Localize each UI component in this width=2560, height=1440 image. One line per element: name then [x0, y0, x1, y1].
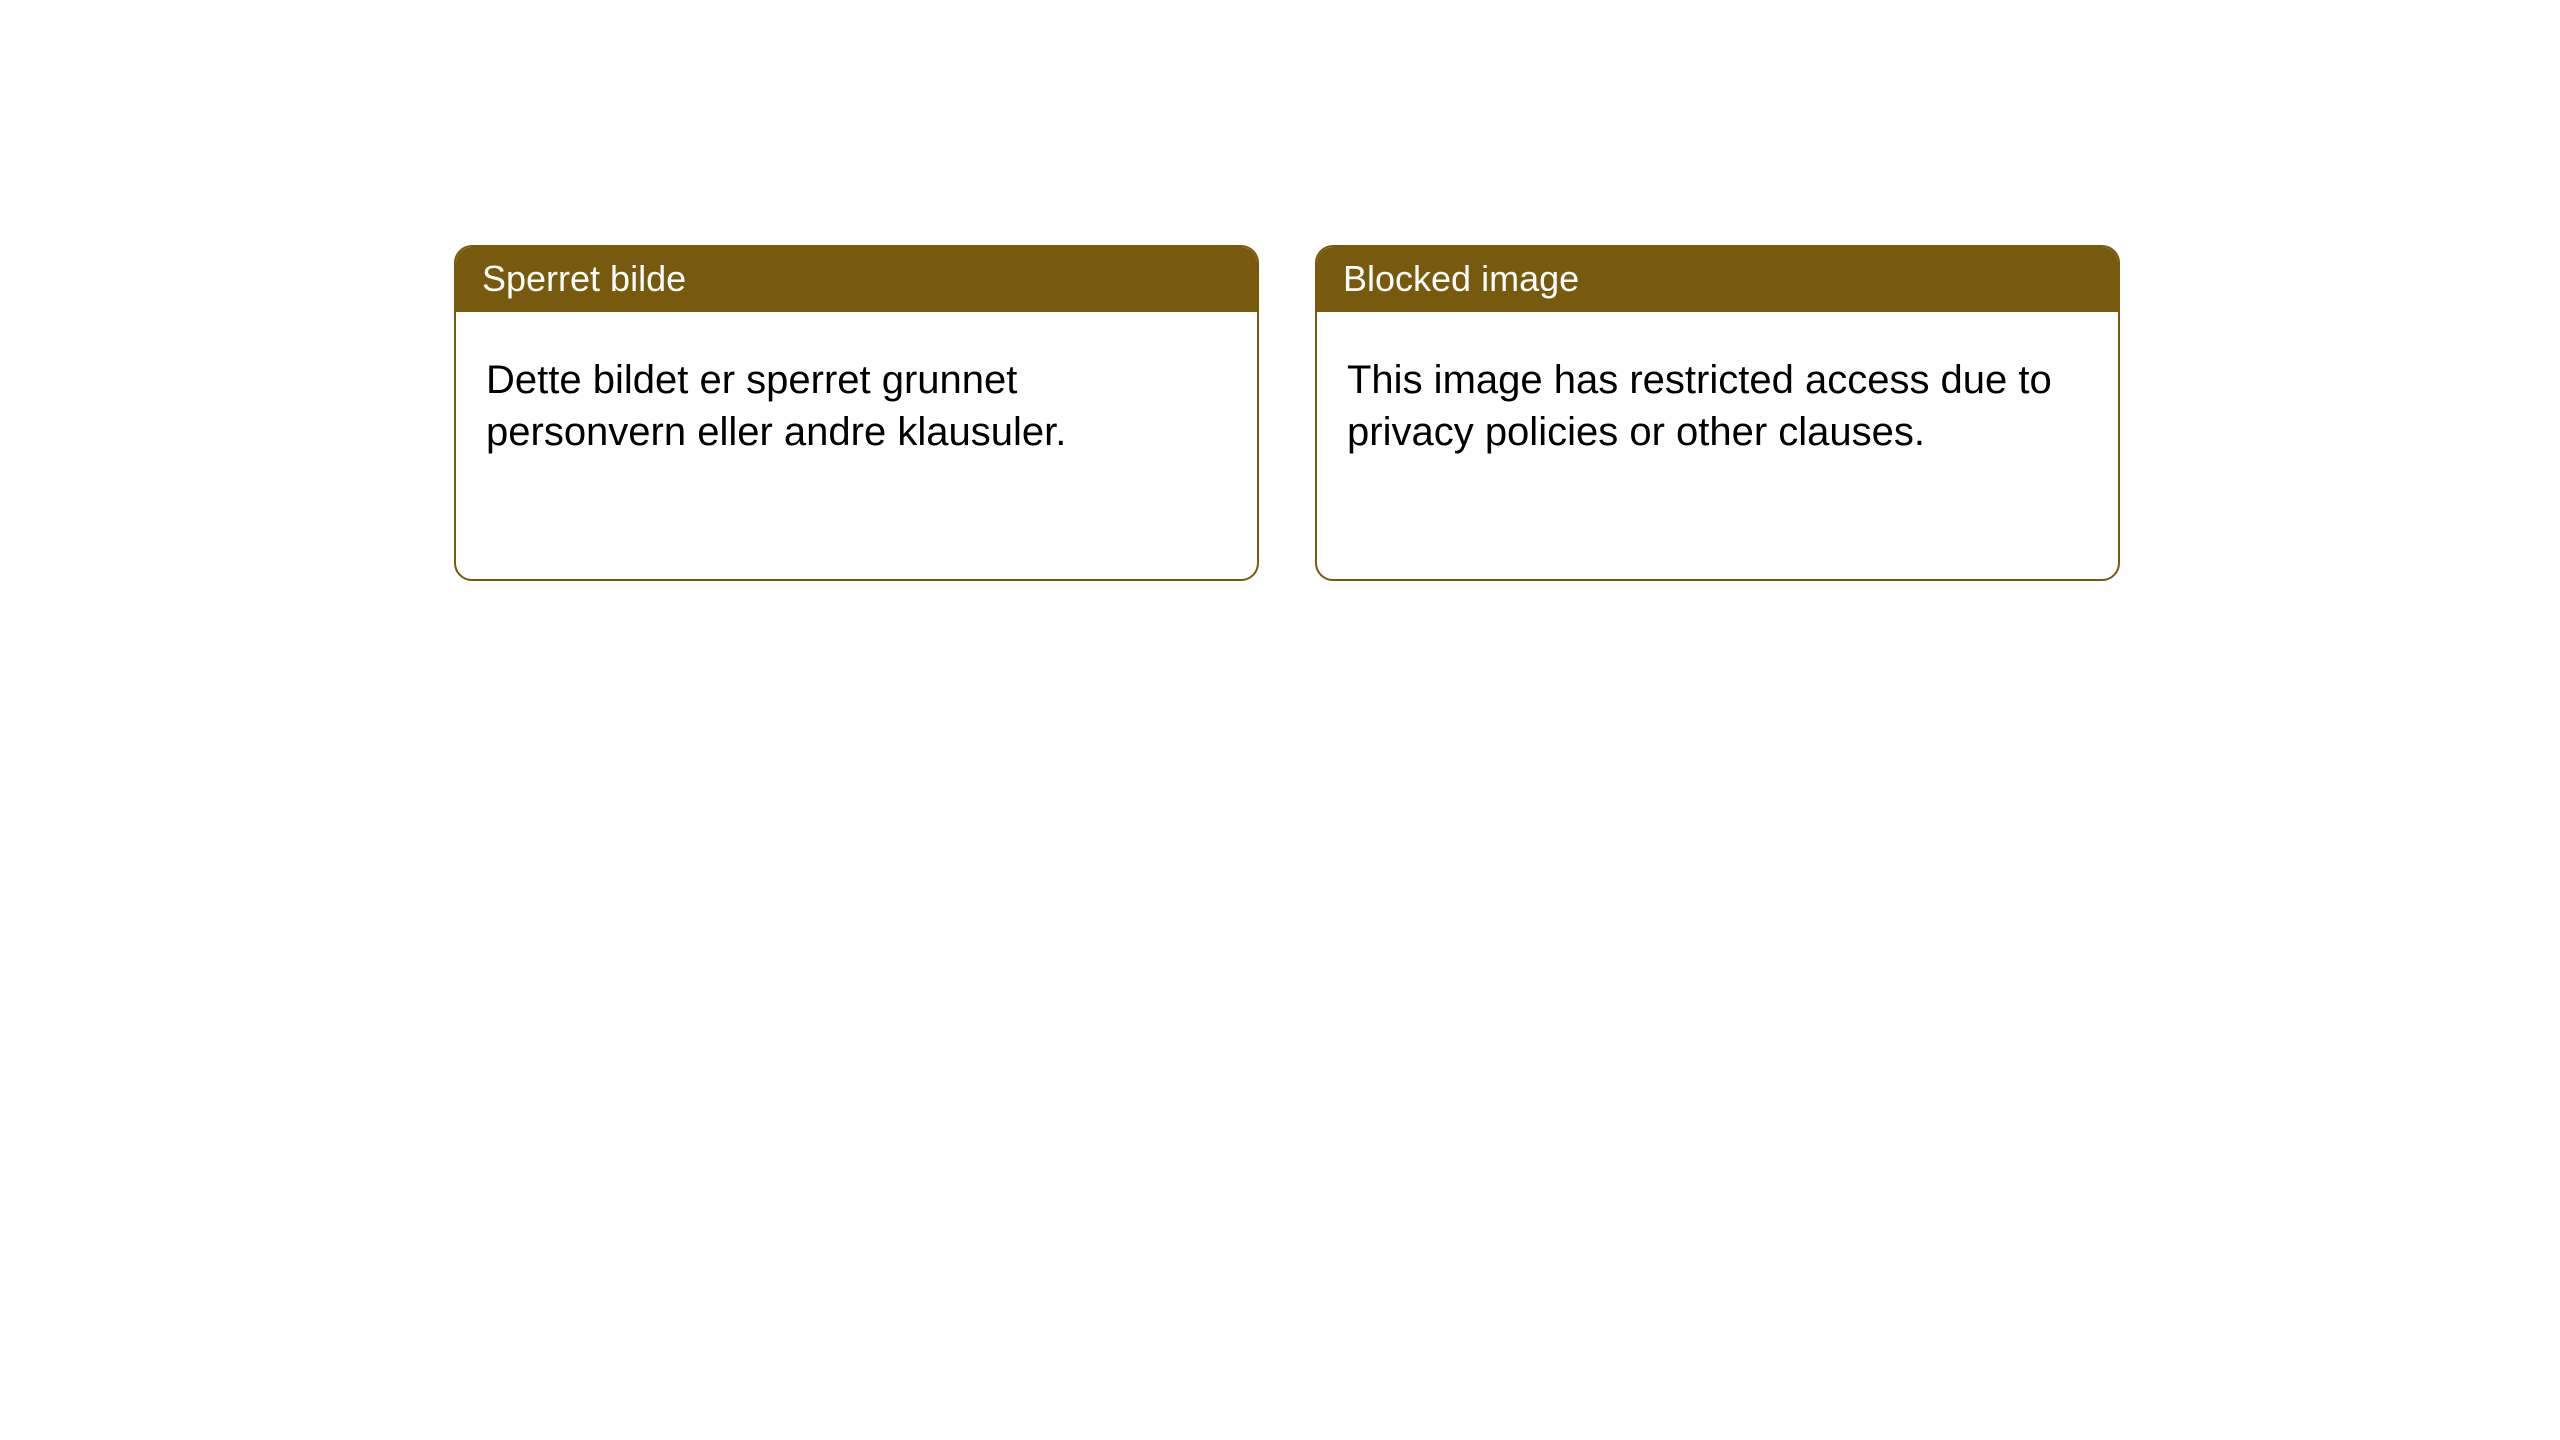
notice-header: Sperret bilde [456, 247, 1257, 312]
notice-card-english: Blocked image This image has restricted … [1315, 245, 2120, 581]
notice-container: Sperret bilde Dette bildet er sperret gr… [0, 0, 2560, 581]
notice-body: Dette bildet er sperret grunnet personve… [456, 312, 1257, 488]
notice-card-norwegian: Sperret bilde Dette bildet er sperret gr… [454, 245, 1259, 581]
notice-header: Blocked image [1317, 247, 2118, 312]
notice-body: This image has restricted access due to … [1317, 312, 2118, 488]
